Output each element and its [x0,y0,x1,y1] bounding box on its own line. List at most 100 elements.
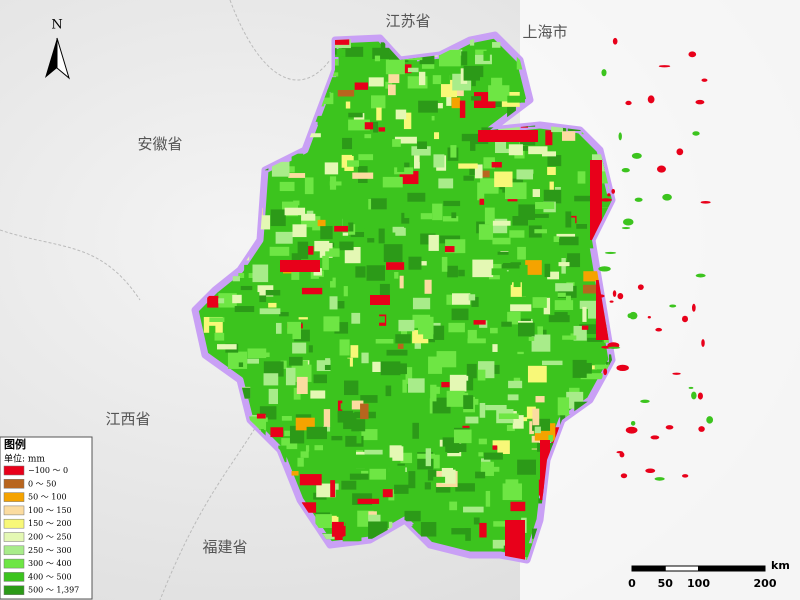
raster-cell [350,232,365,238]
raster-cell [348,112,363,118]
island [695,99,705,105]
raster-cell [351,400,364,410]
raster-cell [543,189,562,204]
raster-cell [247,358,260,364]
raster-cell [448,322,465,333]
raster-cell [308,345,313,353]
raster-cell [256,413,266,419]
raster-cell [366,265,386,281]
raster-cell [394,484,409,494]
raster-cell [209,317,225,323]
raster-cell [516,169,534,180]
raster-cell [463,175,474,181]
raster-cell [314,115,323,122]
raster-cell [365,316,385,323]
island [620,473,628,479]
raster-cell [433,154,445,168]
raster-cell [232,294,242,304]
raster-cell [270,427,284,438]
raster-cell [371,95,386,109]
raster-cell [478,224,494,240]
legend-swatch [3,505,25,516]
scale-segment [698,565,766,572]
raster-cell [554,217,576,235]
island [701,78,708,82]
raster-cell [438,50,461,67]
raster-cell [243,292,260,304]
raster-cell [513,276,521,288]
raster-cell [535,396,545,403]
raster-cell [404,510,421,522]
raster-cell [478,452,484,457]
raster-cell [526,406,536,419]
raster-cell [465,528,471,541]
raster-cell [325,248,340,257]
raster-cell [395,227,406,236]
raster-cell [322,438,343,455]
raster-cell [558,262,570,267]
raster-cell [555,283,574,292]
raster-cell [400,363,407,375]
raster-cell [279,312,289,317]
island [621,168,630,173]
raster-cell [453,465,474,470]
raster-cell [532,189,541,197]
raster-cell [433,476,446,483]
raster-cell [280,260,320,272]
raster-cell [492,344,498,352]
raster-cell [301,287,323,295]
raster-cell [402,379,407,393]
raster-cell [379,283,390,296]
island [681,315,689,323]
raster-cell [505,520,525,560]
raster-cell [328,36,350,45]
raster-cell [304,177,314,195]
raster-cell [562,122,567,139]
raster-cell [423,332,434,339]
raster-cell [268,302,277,308]
raster-cell [209,325,216,339]
place-label: 江西省 [105,410,150,428]
raster-cell [447,265,458,278]
island [625,426,638,434]
raster-cell [408,378,425,393]
raster-cell [275,322,282,336]
raster-cell [288,356,303,366]
raster-cell [547,271,560,280]
raster-cell [297,457,304,467]
raster-cell [478,130,538,142]
raster-cell [331,435,343,441]
raster-cell [279,286,298,296]
raster-cell [269,246,290,256]
raster-cell [557,292,566,297]
raster-cell [331,521,344,537]
raster-cell [529,421,534,435]
raster-cell [323,316,340,332]
raster-cell [296,301,317,318]
raster-cell [444,246,455,253]
raster-cell [312,398,335,415]
island [607,346,621,349]
raster-cell [329,296,338,310]
raster-cell [378,228,385,244]
raster-cell [313,374,327,384]
raster-cell [332,516,339,527]
island [630,420,636,426]
raster-cell [301,217,319,228]
raster-cell [465,416,479,424]
raster-cell [512,215,528,226]
raster-cell [398,319,415,332]
raster-cell [402,62,412,74]
raster-cell [443,200,461,207]
scale-label: 50 [658,577,674,590]
island [634,197,643,202]
raster-cell [428,356,443,374]
raster-cell [257,285,274,297]
legend-label: 150 ～ 200 [28,519,72,528]
raster-cell [247,348,267,359]
raster-cell [417,316,434,335]
raster-cell [376,107,382,121]
raster-cell [281,416,292,421]
island [662,193,672,201]
raster-cell [491,268,507,276]
